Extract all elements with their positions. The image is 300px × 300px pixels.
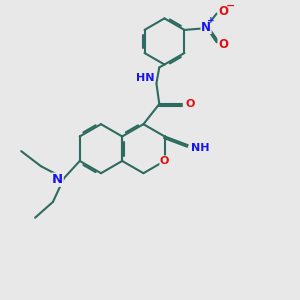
Text: HN: HN <box>136 73 155 83</box>
Text: N: N <box>201 20 211 34</box>
Text: −: − <box>226 0 235 11</box>
Text: N: N <box>52 173 63 186</box>
Text: O: O <box>218 38 228 51</box>
Text: +: + <box>207 16 215 25</box>
Text: O: O <box>218 5 228 18</box>
Text: O: O <box>186 99 195 109</box>
Text: O: O <box>160 156 169 166</box>
Text: NH: NH <box>190 143 209 153</box>
